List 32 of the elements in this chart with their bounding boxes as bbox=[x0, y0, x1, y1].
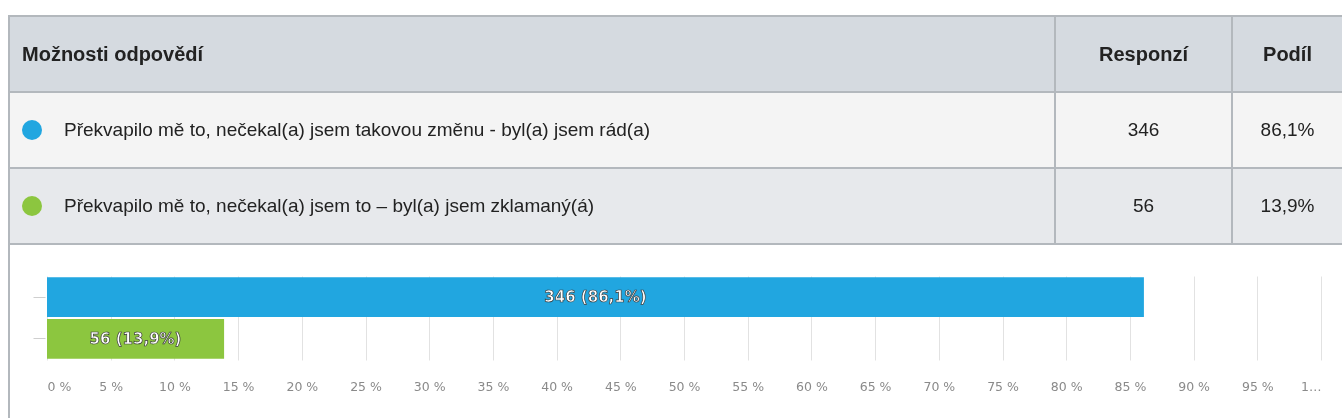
x-tick-label: 25 % bbox=[350, 378, 382, 394]
text: Responzí bbox=[1099, 42, 1188, 66]
text: 13,9% bbox=[1260, 195, 1315, 217]
text: Překvapilo mě to, nečekal(a) jsem to – byl(a) jsem zklamaný(á) bbox=[64, 195, 595, 217]
x-tick-label: 50 % bbox=[668, 378, 701, 394]
x-tick-label: 60 % bbox=[796, 378, 828, 394]
x-tick-label: 55 % bbox=[732, 378, 765, 394]
data-label: 346 (86,1%) bbox=[544, 288, 647, 307]
x-tick-label: 80 % bbox=[1050, 378, 1083, 394]
data-label: 56 (13,9%) bbox=[89, 329, 182, 348]
text: 86,1% bbox=[1260, 119, 1315, 141]
text: 56 bbox=[1132, 195, 1155, 217]
x-tick-label: 30 % bbox=[413, 378, 446, 394]
x-tick-label: 90 % bbox=[1178, 378, 1211, 394]
x-tick-label: 0 % bbox=[47, 378, 72, 394]
x-tick-label: 1… bbox=[1301, 378, 1322, 394]
text: Podíl bbox=[1263, 42, 1312, 66]
x-tick-label: 5 % bbox=[99, 378, 124, 394]
x-tick-label: 95 % bbox=[1241, 378, 1274, 394]
x-tick-label: 75 % bbox=[987, 378, 1019, 394]
x-tick-label: 40 % bbox=[541, 378, 574, 394]
x-tick-label: 35 % bbox=[477, 378, 510, 394]
x-tick-label: 70 % bbox=[923, 378, 956, 394]
text: 346 bbox=[1127, 119, 1160, 141]
x-tick-label: 65 % bbox=[859, 378, 892, 394]
x-tick-label: 15 % bbox=[222, 378, 255, 394]
text: Možnosti odpovědí bbox=[22, 42, 204, 66]
x-tick-label: 10 % bbox=[159, 378, 191, 394]
x-tick-label: 20 % bbox=[286, 378, 319, 394]
x-tick-label: 45 % bbox=[604, 378, 637, 394]
text: Překvapilo mě to, nečekal(a) jsem takovou změnu - byl(a) jsem rád(a) bbox=[64, 119, 651, 141]
x-tick-label: 85 % bbox=[1114, 378, 1147, 394]
